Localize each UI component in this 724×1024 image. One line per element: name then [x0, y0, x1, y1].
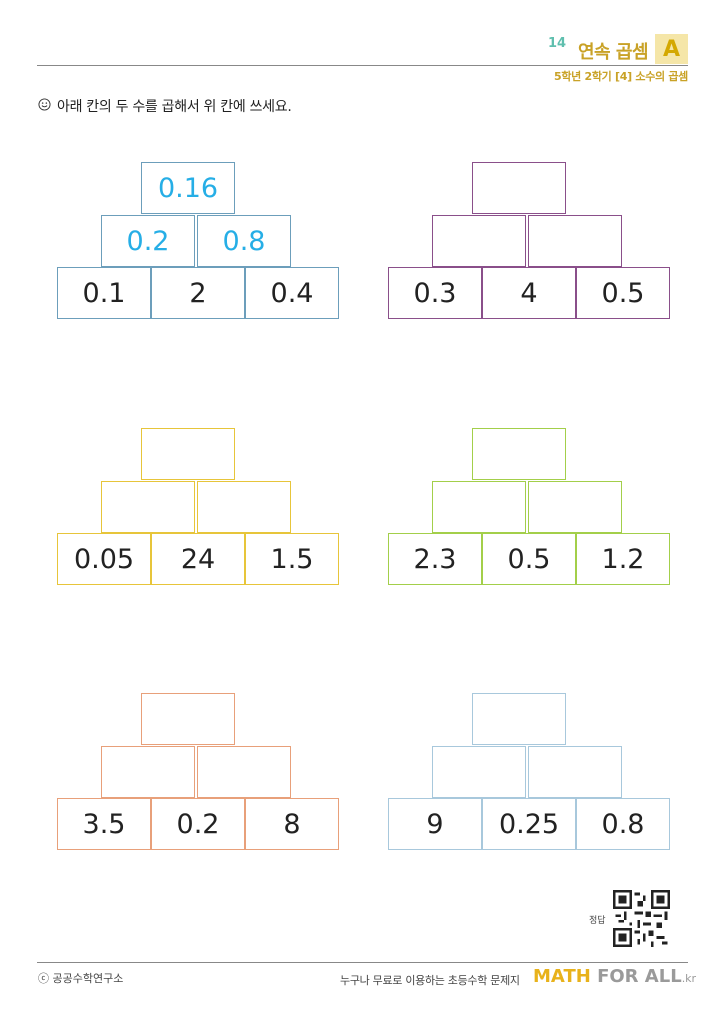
pyramid-3-bottom-cell-center: 24 — [151, 533, 245, 585]
level-badge: A — [655, 34, 688, 64]
pyramid-5-middle-cell-left[interactable] — [101, 746, 195, 798]
pyramid-3-bottom-cell-right: 1.5 — [245, 533, 339, 585]
pyramid-6-middle-cell-left[interactable] — [432, 746, 526, 798]
pyramid-4-bottom-cell-left: 2.3 — [388, 533, 482, 585]
pyramid-4-middle-cell-right[interactable] — [528, 481, 622, 533]
pyramid-2-middle-cell-right[interactable] — [528, 215, 622, 267]
pyramid-5-top-cell[interactable] — [141, 693, 235, 745]
pyramid-2-bottom-cell-right: 0.5 — [576, 267, 670, 319]
pyramid-4-bottom-cell-right: 1.2 — [576, 533, 670, 585]
pyramid-2-bottom-cell-left: 0.3 — [388, 267, 482, 319]
pyramid-6-top-cell[interactable] — [472, 693, 566, 745]
pyramid-3-bottom-cell-left: 0.05 — [57, 533, 151, 585]
brand-forall: FOR ALL — [597, 966, 682, 987]
brand-logo[interactable]: MATH FOR ALL.kr — [533, 966, 696, 987]
pyramid-6-bottom-cell-right: 0.8 — [576, 798, 670, 850]
subtitle: 5학년 2학기 [4] 소수의 곱셈 — [553, 70, 688, 83]
pyramid-5-bottom-cell-left: 3.5 — [57, 798, 151, 850]
answer-qr-code[interactable] — [613, 890, 670, 947]
pyramid-1-middle-cell-right[interactable]: 0.8 — [197, 215, 291, 267]
page-title: 연속 곱셈 — [578, 42, 649, 63]
pyramid-1-top-cell[interactable]: 0.16 — [141, 162, 235, 214]
smiley-icon — [38, 98, 51, 115]
pyramid-3-middle-cell-right[interactable] — [197, 481, 291, 533]
pyramid-6-middle-cell-right[interactable] — [528, 746, 622, 798]
pyramid-4-top-cell[interactable] — [472, 428, 566, 480]
instruction: 아래 칸의 두 수를 곱해서 위 칸에 쓰세요. — [38, 96, 292, 116]
pyramid-2-bottom-cell-center: 4 — [482, 267, 576, 319]
pyramid-1-middle-cell-left[interactable]: 0.2 — [101, 215, 195, 267]
pyramid-4-bottom-cell-center: 0.5 — [482, 533, 576, 585]
pyramid-3-top-cell[interactable] — [141, 428, 235, 480]
copyright: ⓒ 공공수학연구소 — [38, 972, 124, 985]
header-number: 14 — [548, 36, 567, 51]
pyramid-1-bottom-cell-left: 0.1 — [57, 267, 151, 319]
instruction-text: 아래 칸의 두 수를 곱해서 위 칸에 쓰세요. — [57, 99, 292, 115]
pyramid-1-bottom-cell-right: 0.4 — [245, 267, 339, 319]
pyramid-2-top-cell[interactable] — [472, 162, 566, 214]
pyramid-1-bottom-cell-center: 2 — [151, 267, 245, 319]
answer-qr-label: 정답 — [589, 916, 606, 926]
brand-kr: .kr — [681, 972, 697, 985]
pyramid-5-bottom-cell-right: 8 — [245, 798, 339, 850]
pyramid-6-bottom-cell-left: 9 — [388, 798, 482, 850]
pyramid-5-bottom-cell-center: 0.2 — [151, 798, 245, 850]
footer-divider — [37, 962, 688, 963]
pyramid-6-bottom-cell-center: 0.25 — [482, 798, 576, 850]
header-divider — [37, 65, 688, 66]
pyramid-5-middle-cell-right[interactable] — [197, 746, 291, 798]
pyramid-3-middle-cell-left[interactable] — [101, 481, 195, 533]
footer-tagline: 누구나 무료로 이용하는 초등수학 문제지 — [340, 974, 520, 987]
brand-math: MATH — [533, 966, 591, 987]
pyramid-4-middle-cell-left[interactable] — [432, 481, 526, 533]
pyramid-2-middle-cell-left[interactable] — [432, 215, 526, 267]
